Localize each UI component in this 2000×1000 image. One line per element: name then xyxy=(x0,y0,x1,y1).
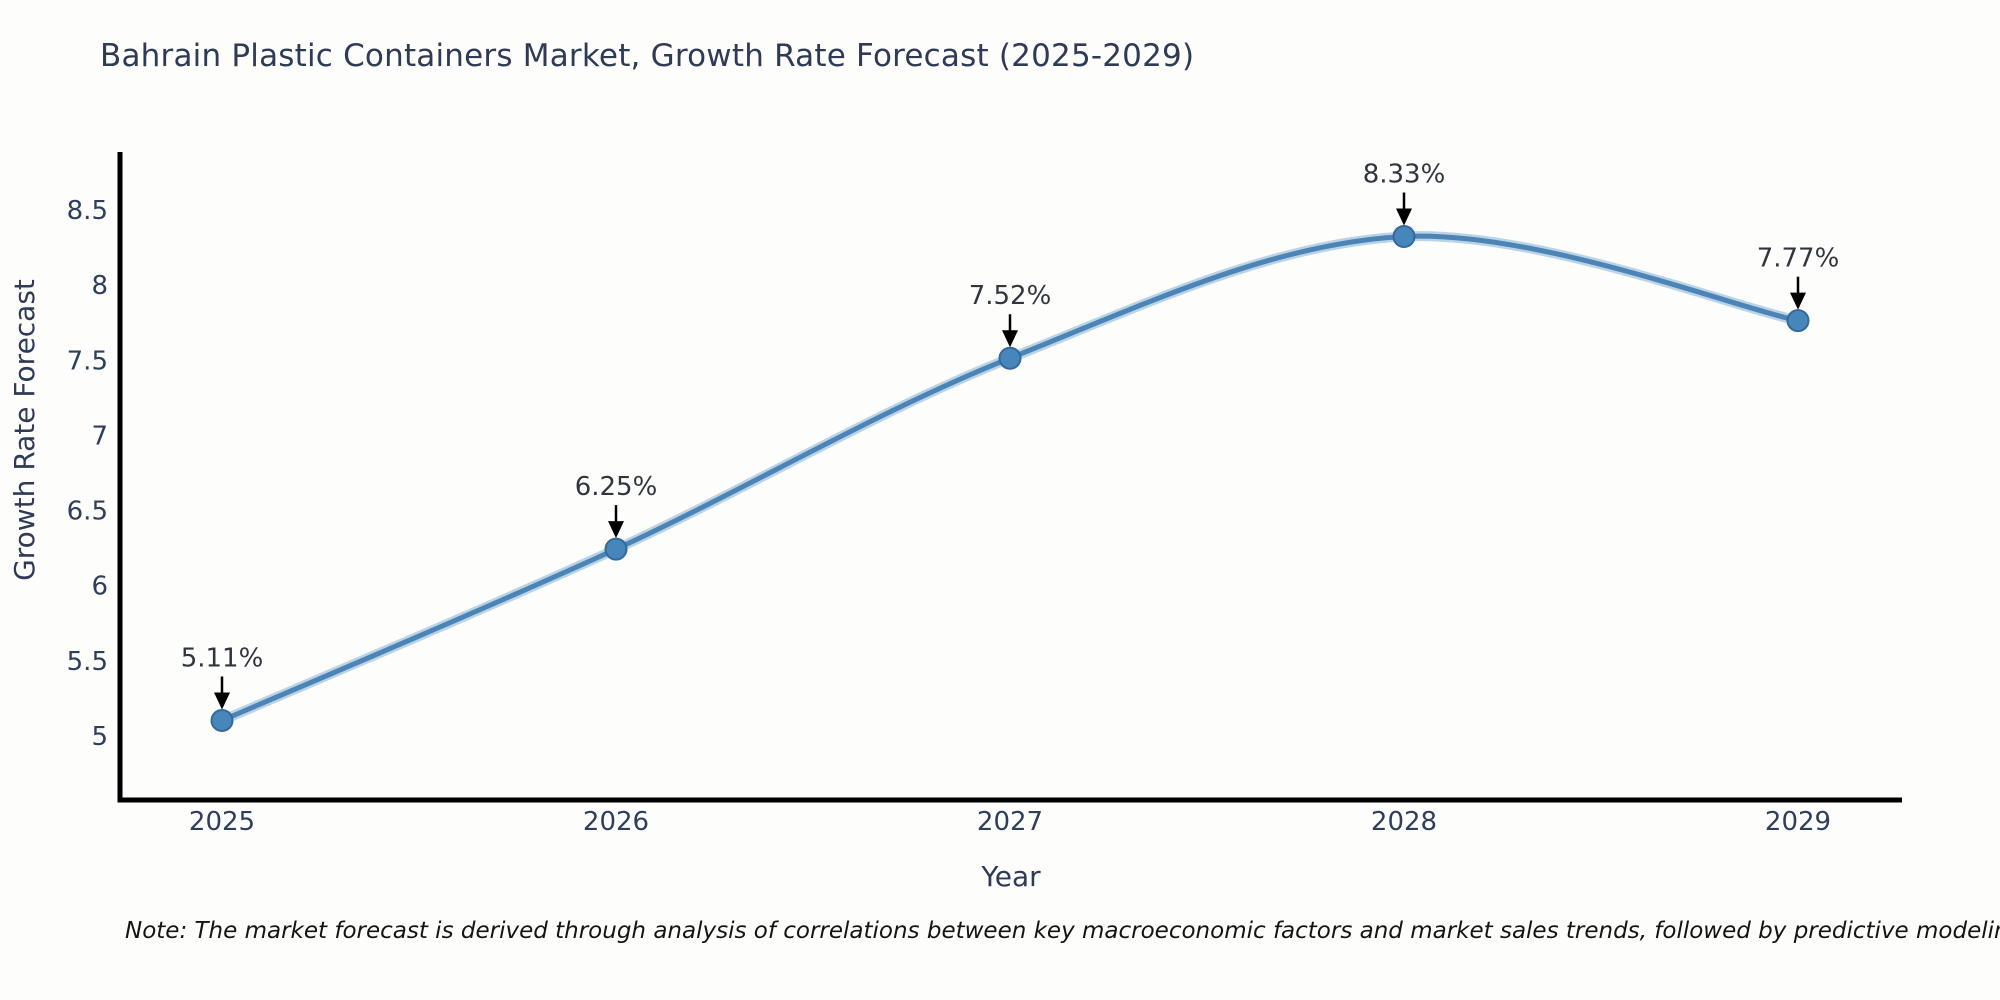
annotation-arrowhead xyxy=(608,521,624,539)
x-tick-label: 2029 xyxy=(1765,807,1831,837)
y-tick-label: 7.5 xyxy=(67,346,108,376)
line-series xyxy=(210,225,1810,732)
chart-title: Bahrain Plastic Containers Market, Growt… xyxy=(100,38,1195,74)
point-annotation-label: 8.33% xyxy=(1363,160,1446,190)
annotation-arrowhead xyxy=(1396,208,1412,226)
x-tick-label: 2025 xyxy=(189,807,255,837)
annotation-arrowhead xyxy=(214,692,230,710)
x-axis-tick-labels: 2025 2026 2027 2028 2029 xyxy=(189,807,1831,837)
point-annotation-label: 7.77% xyxy=(1757,244,1840,274)
y-tick-label: 7 xyxy=(91,421,108,451)
data-point xyxy=(1786,309,1810,333)
x-tick-label: 2027 xyxy=(977,807,1043,837)
data-point xyxy=(604,537,628,561)
data-point xyxy=(210,708,234,732)
x-tick-label: 2028 xyxy=(1371,807,1437,837)
footnote: Note: The market forecast is derived thr… xyxy=(125,918,2000,944)
y-axis-title: Growth Rate Forecast xyxy=(8,279,41,581)
point-annotation-label: 7.52% xyxy=(969,281,1052,311)
point-annotation-label: 6.25% xyxy=(575,472,658,502)
y-tick-label: 6.5 xyxy=(67,497,108,527)
y-tick-label: 8 xyxy=(91,271,108,301)
x-axis-title: Year xyxy=(981,860,1041,893)
data-point xyxy=(1392,225,1416,249)
y-axis-tick-labels: 5 5.5 6 6.5 7 7.5 8 8.5 xyxy=(67,196,108,752)
x-tick-label: 2026 xyxy=(583,807,649,837)
data-point xyxy=(998,346,1022,370)
y-tick-label: 6 xyxy=(91,572,108,602)
point-annotation-label: 5.11% xyxy=(181,643,264,673)
y-tick-label: 5.5 xyxy=(67,647,108,677)
annotation-arrowhead xyxy=(1002,330,1018,348)
point-annotations: 5.11% 6.25% 7.52% 8.33% 7.77% xyxy=(181,160,1840,710)
y-tick-label: 8.5 xyxy=(67,196,108,226)
y-tick-label: 5 xyxy=(91,722,108,752)
annotation-arrowhead xyxy=(1790,292,1806,310)
